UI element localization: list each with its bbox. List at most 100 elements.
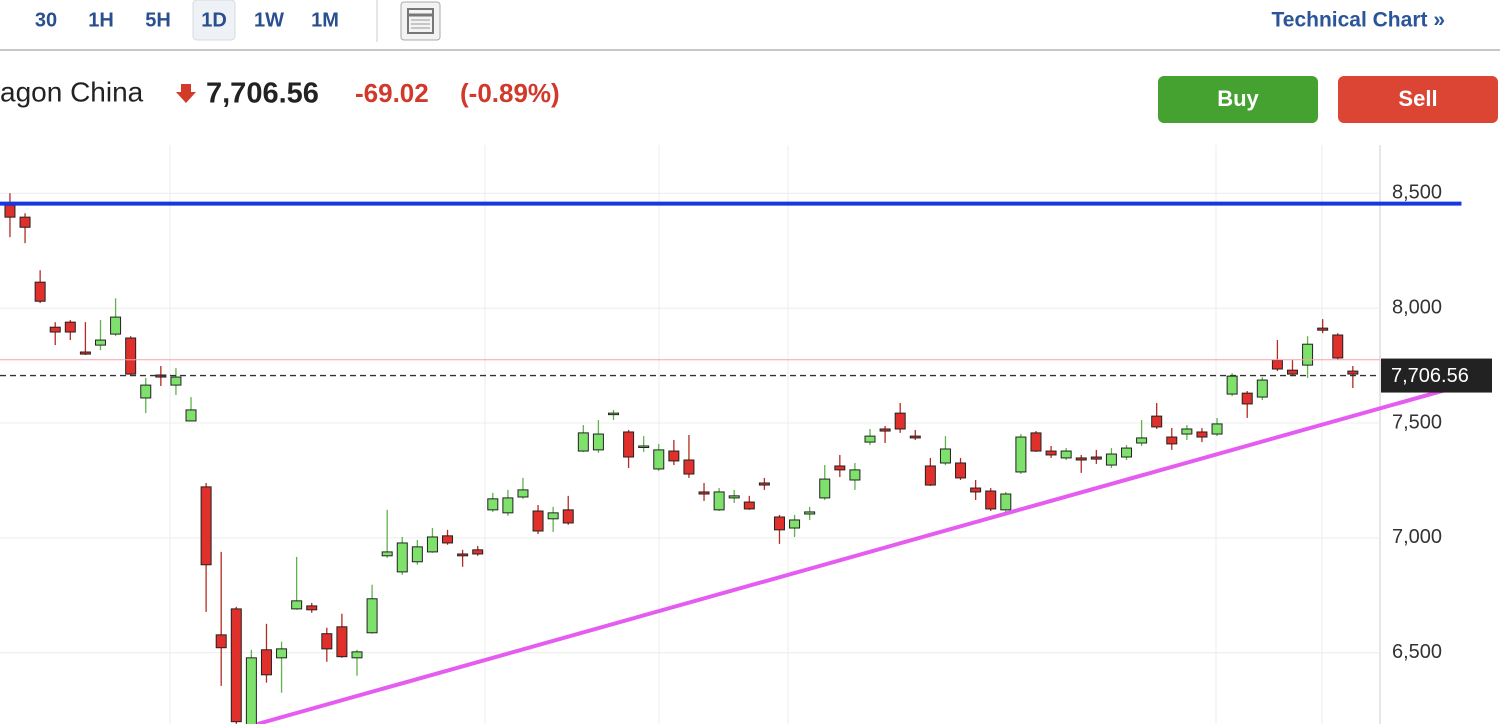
technical-chart-link[interactable]: Technical Chart » [1272,9,1446,32]
candle-body [1286,369,1298,375]
candle-body [924,465,936,486]
candle-body [894,412,906,430]
candle-body [34,281,46,302]
buy-label[interactable]: Buy [1217,86,1259,111]
candle-body [215,634,227,649]
candle-body [577,432,589,452]
candle-body [789,519,801,529]
candle-body [1166,436,1178,445]
candle-body [608,412,620,416]
candle-body [985,490,997,510]
candle-body [864,435,876,443]
y-tick-label: 6,500 [1392,641,1442,663]
interval-button[interactable]: 1M [311,9,339,31]
buy-button[interactable] [1158,76,1318,123]
plot [0,192,1380,724]
candle-body [668,450,680,462]
candle-body [79,351,91,355]
candle-body [939,448,951,464]
candle-body [351,651,363,659]
candle-body [1317,327,1329,331]
candle-body [970,487,982,493]
candle-body [321,633,333,650]
candle-body [819,478,831,499]
candle-body [19,216,31,228]
interval-button[interactable]: 1H [88,9,114,31]
candle-body [1256,379,1268,398]
y-tick-label: 8,500 [1392,182,1442,204]
candle-body [1136,437,1148,444]
candle-body [200,486,212,566]
candle-body [487,498,499,511]
candle-body [185,409,197,422]
candle-body [291,600,303,610]
candle-body [140,384,152,399]
candle-body [834,465,846,471]
candle-body [1075,457,1087,461]
candle-body [728,495,740,499]
candle-body [532,510,544,532]
candle-body [1347,370,1359,375]
instrument-name: agon China [0,76,144,107]
candle-body [638,445,650,448]
interval-button[interactable]: 1W [254,9,284,31]
candle-body [683,459,695,475]
trendline [256,388,1446,724]
candle-body [1030,432,1042,452]
candle-body [653,449,665,470]
candle-body [1045,450,1057,456]
candle-body [1226,375,1238,395]
candle-body [804,511,816,515]
candle-body [698,491,710,495]
candle-body [1105,453,1117,466]
sell-button[interactable] [1338,76,1498,123]
candle-body [1181,428,1193,435]
candle-body [1151,415,1163,428]
layout-icon[interactable] [400,1,441,41]
candle-body [1015,436,1027,473]
candle-body [502,497,514,514]
candle-body [396,542,408,573]
candle-body [472,549,484,555]
candle-body [547,512,559,520]
candle-body [94,339,106,346]
candle-body [457,553,469,557]
interval-button[interactable]: 30 [35,9,57,31]
candle-body [442,535,454,544]
candle-body [49,326,61,333]
last-price-badge [1381,358,1492,393]
change: -69.02 [355,78,429,108]
candle-body [336,626,348,658]
interval-button[interactable]: 1D [201,9,227,31]
selected-interval-box [192,0,236,41]
candle-body [713,491,725,511]
candle-body [306,605,318,611]
candle-body [592,433,604,451]
candle-body [1332,334,1344,359]
candle-body [743,501,755,510]
candle-body [170,376,182,386]
change-pct: (-0.89%) [460,78,560,108]
candle-body [1302,343,1314,366]
price: 7,706.56 [206,78,319,110]
candle-body [110,316,122,335]
sell-label[interactable]: Sell [1398,86,1437,111]
y-tick-label: 7,500 [1392,411,1442,433]
candle-body [366,598,378,634]
candle-body [909,435,921,439]
candle-body [758,482,770,486]
candle-body [276,648,288,659]
candle-body [1000,493,1012,511]
candle-body [245,657,257,724]
candle-body [64,321,76,333]
candle-body [125,337,137,375]
candle-body [4,204,16,218]
candle-body [955,462,967,479]
vertical-grid [169,145,1323,724]
candle-body [773,516,785,531]
interval-button[interactable]: 5H [145,9,171,31]
candle-body [517,489,529,498]
y-tick-label: 7,000 [1392,526,1442,548]
